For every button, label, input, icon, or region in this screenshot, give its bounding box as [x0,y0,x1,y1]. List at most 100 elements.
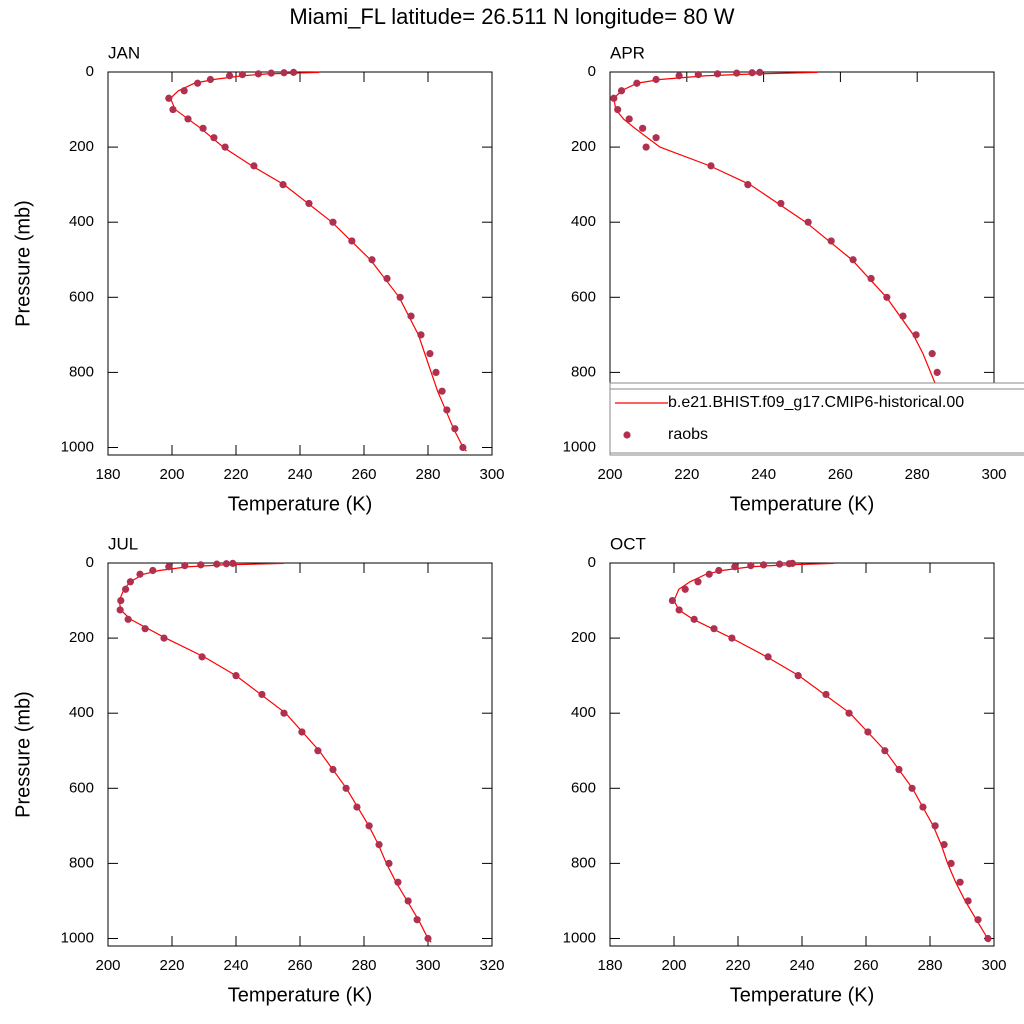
raob-point [342,784,350,792]
panel-label: JUL [108,534,138,553]
raob-point [329,218,337,226]
raob-point [329,765,337,774]
x-tick-label: 240 [751,466,776,483]
raob-point [928,350,936,358]
x-tick-label: 200 [95,957,120,974]
y-tick-label: 400 [571,213,596,230]
raob-point [705,570,713,578]
x-axis-title: Temperature (K) [228,493,373,515]
raob-point [394,878,402,886]
raob-point [250,162,258,170]
x-tick-label: 200 [661,957,686,974]
y-tick-label: 600 [69,288,94,305]
raob-point [169,105,177,114]
raob-point [184,115,192,123]
raob-point [747,562,755,570]
x-axis-title: Temperature (K) [730,984,875,1006]
x-tick-label: 180 [597,957,622,974]
raob-point [625,115,633,123]
x-tick-label: 220 [159,957,184,974]
x-tick-label: 180 [95,466,120,483]
raob-point [413,916,421,924]
x-tick-label: 300 [981,957,1006,974]
raob-point [675,606,683,614]
raob-point [642,143,650,151]
raob-point [365,822,373,830]
raob-point [198,653,206,661]
raob-point [160,634,168,642]
raob-point [396,293,404,301]
raob-point [258,690,266,699]
plot-frame [609,562,995,947]
x-tick-label: 260 [853,957,878,974]
x-tick-label: 220 [725,957,750,974]
raob-point [199,124,207,132]
raob-point [221,143,229,151]
raob-point [226,72,234,80]
raob-point [117,596,125,605]
legend-label: raobs [668,426,708,443]
plot-frame [107,562,493,947]
raob-point [426,350,434,358]
raob-point [908,784,916,792]
raob-point [459,443,467,452]
raob-point [213,560,221,568]
legend-label: b.e21.BHIST.f09_g17.CMIP6-historical.00 [668,394,964,411]
raob-point [652,134,660,142]
raob-point [305,199,313,208]
raob-point [122,585,130,593]
raob-point [298,728,306,736]
raob-point [124,615,132,623]
panel-label: OCT [610,534,646,553]
model-line [169,71,467,452]
raob-point [229,559,237,567]
raob-point [232,672,240,680]
raob-point [912,331,920,339]
raob-point [314,747,322,755]
raob-point [728,634,736,642]
x-tick-label: 200 [597,466,622,483]
x-tick-label: 300 [415,957,440,974]
raob-point [194,79,202,87]
raob-point [690,615,698,623]
raob-point [279,181,287,189]
raob-point [254,70,262,78]
raob-point [744,181,752,189]
raob-point [353,803,361,811]
y-tick-label: 0 [86,554,94,571]
raob-point [707,162,715,170]
raob-point [348,237,356,245]
y-axis-title: Pressure (mb) [12,200,34,327]
y-tick-label: 600 [69,779,94,796]
model-line [118,562,432,943]
x-tick-label: 240 [287,466,312,483]
raob-point [375,841,383,849]
y-axis-title: Pressure (mb) [12,691,34,818]
raob-point [617,87,626,95]
raob-point [668,596,677,605]
x-tick-label: 260 [351,466,376,483]
raob-point [222,560,230,568]
raob-point [940,841,948,849]
raob-point [652,75,660,84]
raob-point [368,256,376,264]
raob-point [181,562,189,570]
y-tick-label: 400 [69,704,94,721]
raob-point [845,709,853,717]
x-tick-label: 240 [789,957,814,974]
x-tick-label: 220 [674,466,699,483]
raob-point [116,606,124,614]
y-tick-label: 0 [588,554,596,571]
x-tick-label: 300 [981,466,1006,483]
raob-point [610,94,618,102]
raob-point [238,71,246,79]
raob-point [267,69,275,77]
raob-point [822,690,830,699]
raob-point [956,878,964,886]
y-tick-label: 1000 [61,929,94,946]
model-line [673,562,990,943]
x-tick-label: 220 [223,466,248,483]
raob-point [407,312,415,320]
x-tick-label: 280 [905,466,930,483]
